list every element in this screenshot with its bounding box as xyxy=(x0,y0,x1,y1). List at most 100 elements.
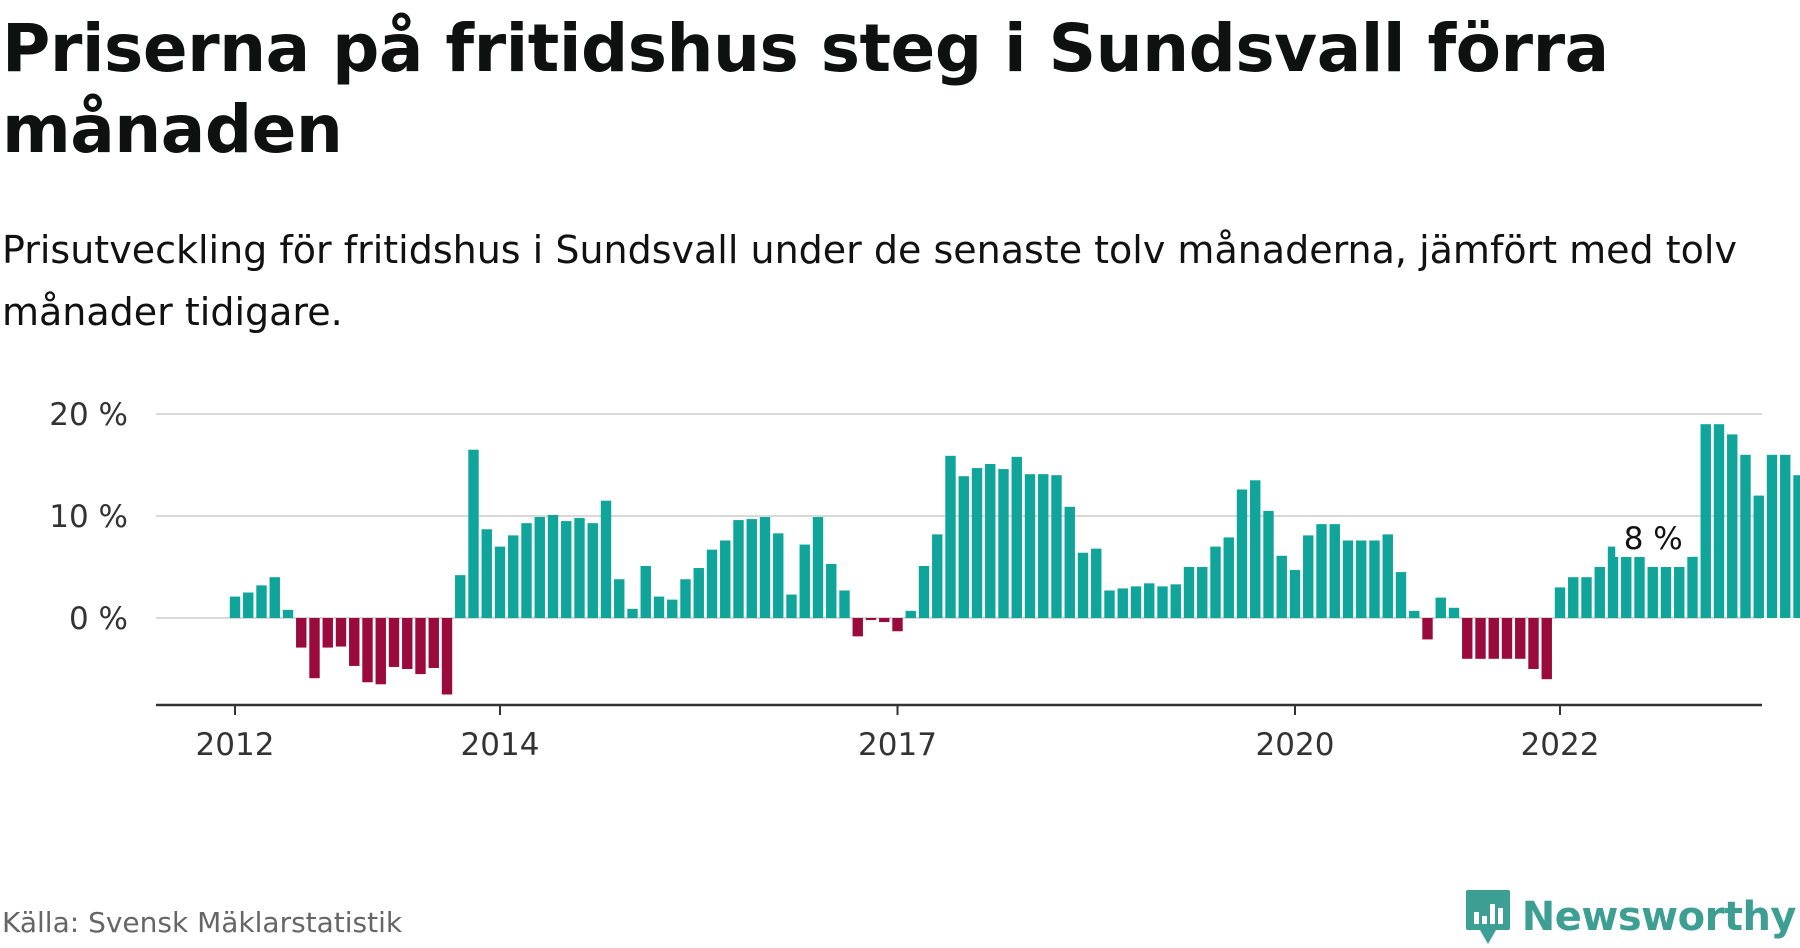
bar xyxy=(1077,552,1089,618)
x-tick-label: 2017 xyxy=(858,727,937,763)
bar xyxy=(1329,524,1340,618)
bar xyxy=(1687,556,1698,618)
bar xyxy=(1130,586,1142,618)
bar xyxy=(256,585,267,618)
bar xyxy=(1647,567,1658,618)
bar xyxy=(826,563,837,618)
x-tick-label: 2014 xyxy=(461,727,540,763)
bar xyxy=(680,579,691,618)
bar xyxy=(1528,618,1539,669)
bar xyxy=(547,514,559,618)
bar xyxy=(892,618,903,632)
bar xyxy=(1223,537,1234,618)
bar xyxy=(1713,424,1725,618)
bar xyxy=(918,565,930,618)
bar xyxy=(958,476,969,618)
bar xyxy=(1369,540,1380,618)
bar xyxy=(1011,456,1022,618)
bar xyxy=(1607,546,1619,618)
bar xyxy=(985,463,996,618)
bar xyxy=(1197,567,1208,618)
brand-logo: Newsworthy xyxy=(1464,888,1797,946)
bar xyxy=(269,577,280,618)
bar xyxy=(1435,597,1446,618)
bar xyxy=(600,500,612,618)
bar xyxy=(1356,540,1367,618)
bar xyxy=(759,517,771,618)
x-tick-label: 2012 xyxy=(196,727,275,763)
bar xyxy=(1541,618,1552,680)
bar xyxy=(561,521,572,618)
bar xyxy=(799,544,810,618)
bar xyxy=(1210,546,1221,618)
bar xyxy=(282,609,294,618)
bar xyxy=(614,579,625,618)
bar xyxy=(574,518,585,618)
bar xyxy=(441,618,453,695)
bar xyxy=(322,618,333,648)
bar xyxy=(667,599,678,618)
bar xyxy=(455,575,466,618)
bar xyxy=(1554,587,1566,618)
y-tick-label: 10 % xyxy=(49,499,128,535)
bar xyxy=(1276,555,1287,618)
bar xyxy=(1382,534,1393,618)
bar xyxy=(468,449,479,618)
bar xyxy=(415,618,426,675)
bars xyxy=(229,424,1800,695)
bar xyxy=(945,455,956,618)
bar xyxy=(773,533,784,618)
x-tick-label: 2022 xyxy=(1521,727,1600,763)
bar xyxy=(1753,495,1764,618)
bar xyxy=(1740,454,1751,618)
bar xyxy=(1157,586,1168,618)
bar xyxy=(296,618,307,648)
bar xyxy=(1117,588,1128,618)
bar xyxy=(839,590,850,618)
bar xyxy=(1634,536,1645,618)
bar xyxy=(1488,618,1499,659)
bar xyxy=(1515,618,1526,659)
bar xyxy=(1395,572,1407,618)
bar xyxy=(812,517,824,618)
bar xyxy=(706,549,718,618)
y-tick-label: 20 % xyxy=(49,397,128,433)
bar xyxy=(1780,454,1791,618)
bar xyxy=(1448,607,1460,618)
bar xyxy=(1621,526,1632,618)
bar xyxy=(1170,584,1181,618)
bar xyxy=(494,546,506,618)
bar xyxy=(1793,475,1800,618)
bar xyxy=(1674,567,1685,618)
bar xyxy=(388,618,400,667)
bar xyxy=(1409,610,1420,618)
bar xyxy=(229,596,241,618)
bar xyxy=(1038,474,1049,618)
bar xyxy=(375,618,386,685)
bar xyxy=(1422,618,1433,640)
bar xyxy=(1581,577,1592,618)
bar xyxy=(720,540,731,618)
bar xyxy=(1501,618,1513,659)
bar xyxy=(1183,567,1195,618)
bar xyxy=(481,529,492,618)
annotation-background xyxy=(1615,519,1692,557)
bar xyxy=(879,618,890,623)
bar xyxy=(1660,567,1672,618)
bar-chart: 0 % 10 % 20 % 2012 2014 2017 2020 2022 8 % xyxy=(49,397,1800,763)
bar xyxy=(640,565,651,618)
bar xyxy=(1289,570,1301,618)
bar xyxy=(865,618,877,621)
bar xyxy=(786,594,797,618)
bar xyxy=(335,618,347,647)
bar xyxy=(746,519,757,618)
bar xyxy=(243,592,254,618)
bar xyxy=(1263,510,1274,618)
bar xyxy=(1475,618,1486,659)
bar xyxy=(932,534,943,618)
bar xyxy=(1342,540,1354,618)
bar xyxy=(1104,590,1115,618)
bar xyxy=(362,618,373,683)
bar xyxy=(1568,577,1579,618)
bar xyxy=(1594,567,1605,618)
